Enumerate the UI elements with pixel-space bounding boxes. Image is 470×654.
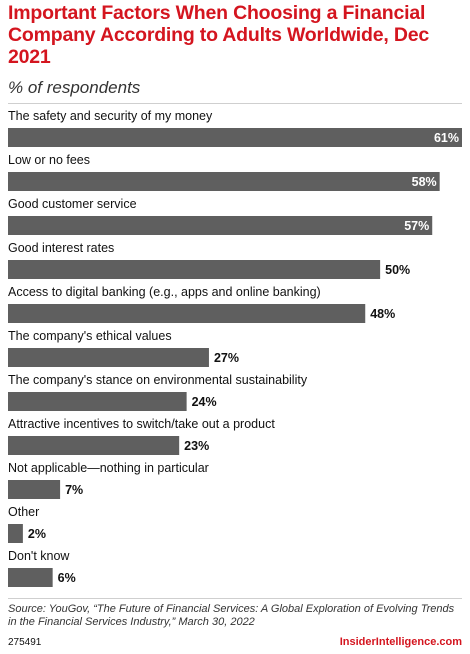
value-label: 50%	[385, 263, 410, 277]
bar	[8, 348, 209, 367]
category-label: Other	[8, 505, 39, 519]
value-label: 58%	[412, 175, 437, 189]
value-label: 7%	[65, 483, 83, 497]
category-label: Access to digital banking (e.g., apps an…	[8, 285, 321, 299]
value-label: 23%	[184, 439, 209, 453]
brand-link[interactable]: InsiderIntelligence.com	[339, 636, 462, 648]
value-label: 57%	[404, 219, 429, 233]
category-label: Low or no fees	[8, 153, 90, 167]
value-label: 6%	[58, 571, 76, 585]
category-label: The safety and security of my money	[8, 109, 213, 123]
chart-title: Important Factors When Choosing a Financ…	[8, 2, 429, 68]
category-label: Attractive incentives to switch/take out…	[8, 417, 275, 431]
category-label: Don't know	[8, 549, 70, 563]
chart-subtitle: % of respondents	[8, 78, 141, 97]
top-divider	[8, 103, 462, 104]
bar	[8, 172, 440, 191]
bar	[8, 524, 23, 543]
value-label: 2%	[28, 527, 46, 541]
category-label: The company's stance on environmental su…	[8, 373, 308, 387]
bar	[8, 216, 433, 235]
bar	[8, 568, 53, 587]
source-note: Source: YouGov, “The Future of Financial…	[8, 603, 455, 628]
bar-chart: The safety and security of my money 61% Lo…	[8, 109, 462, 587]
category-label: Good interest rates	[8, 241, 114, 255]
value-label: 48%	[370, 307, 395, 321]
category-label: Not applicable—nothing in particular	[8, 461, 209, 475]
bar	[8, 128, 462, 147]
bar	[8, 304, 366, 323]
value-label: 27%	[214, 351, 239, 365]
category-label: The company's ethical values	[8, 329, 172, 343]
chart-id: 275491	[8, 637, 42, 648]
category-label: Good customer service	[8, 197, 137, 211]
value-label: 24%	[192, 395, 217, 409]
bar	[8, 480, 61, 499]
bar	[8, 392, 187, 411]
bottom-divider	[8, 598, 462, 599]
bar	[8, 436, 180, 455]
bar	[8, 260, 381, 279]
value-label: 61%	[434, 131, 459, 145]
